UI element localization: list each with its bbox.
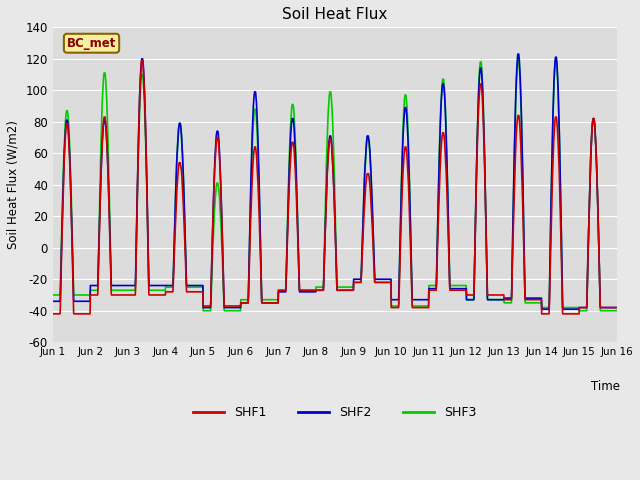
SHF1 <box>364 171 371 177</box>
Text: BC_met: BC_met <box>67 37 116 50</box>
SHF2 <box>49 299 56 304</box>
SHF1 <box>138 58 146 63</box>
SHF1 <box>207 303 214 309</box>
SHF3 <box>199 308 207 313</box>
SHF1 <box>613 305 621 311</box>
Legend: SHF1, SHF2, SHF3: SHF1, SHF2, SHF3 <box>188 401 481 424</box>
SHF2 <box>514 51 522 57</box>
SHF2 <box>351 276 359 282</box>
SHF3 <box>49 292 56 298</box>
SHF3 <box>613 308 621 313</box>
SHF2 <box>499 297 506 302</box>
Title: Soil Heat Flux: Soil Heat Flux <box>282 7 387 22</box>
SHF3 <box>351 279 359 285</box>
SHF3 <box>364 136 371 142</box>
SHF2 <box>563 306 571 312</box>
SHF3 <box>579 308 587 313</box>
SHF1 <box>351 279 359 285</box>
SHF3 <box>563 305 571 311</box>
SHF2 <box>579 305 587 311</box>
SHF1 <box>499 292 507 298</box>
Line: SHF3: SHF3 <box>52 60 617 311</box>
SHF3 <box>207 308 214 313</box>
SHF3 <box>499 297 507 302</box>
SHF1 <box>579 305 587 311</box>
SHF3 <box>514 58 522 63</box>
Line: SHF1: SHF1 <box>52 60 617 314</box>
Y-axis label: Soil Heat Flux (W/m2): Soil Heat Flux (W/m2) <box>7 120 20 249</box>
SHF2 <box>364 133 371 139</box>
SHF2 <box>206 305 214 311</box>
SHF2 <box>613 305 621 311</box>
SHF2 <box>538 306 545 312</box>
SHF1 <box>563 311 571 317</box>
X-axis label: Time: Time <box>591 380 620 393</box>
SHF1 <box>49 311 56 317</box>
Line: SHF2: SHF2 <box>52 54 617 309</box>
